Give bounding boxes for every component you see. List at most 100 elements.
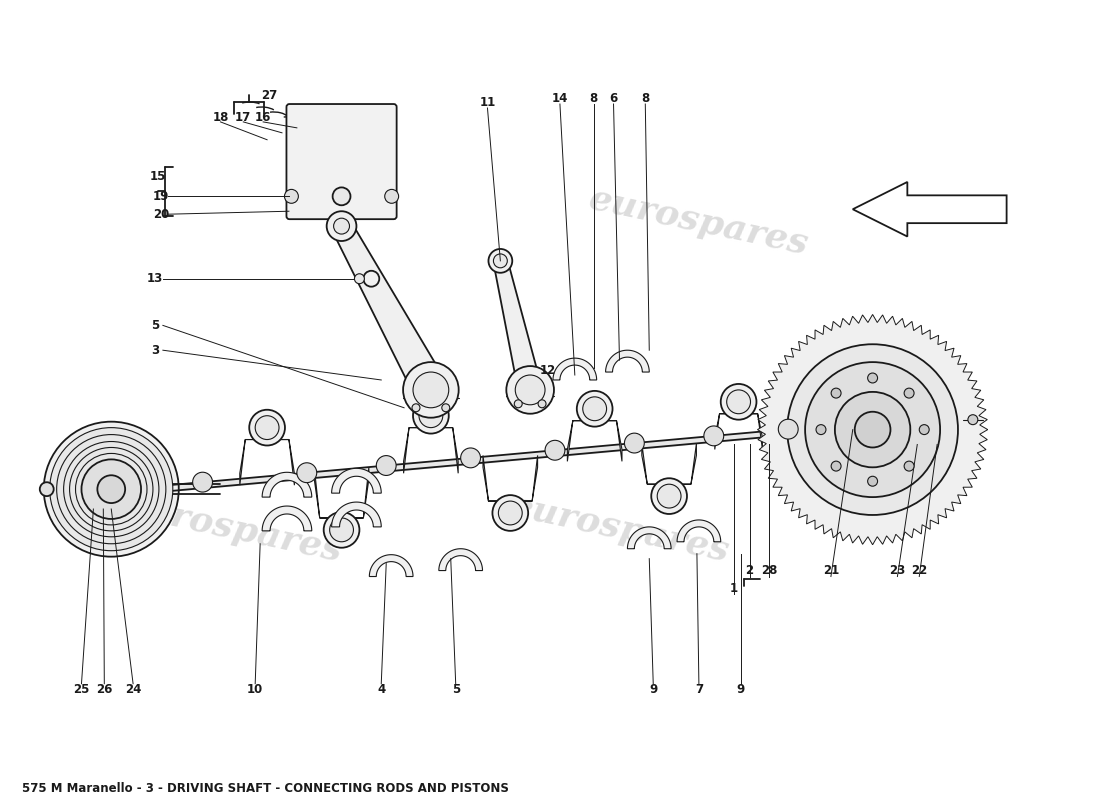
Circle shape — [493, 495, 528, 531]
Circle shape — [412, 398, 449, 434]
Circle shape — [250, 410, 285, 446]
Text: eurospares: eurospares — [506, 489, 733, 569]
Polygon shape — [758, 314, 988, 545]
Text: 7: 7 — [695, 683, 703, 696]
Text: 575 M Maranello - 3 - DRIVING SHAFT - CONNECTING RODS AND PISTONS: 575 M Maranello - 3 - DRIVING SHAFT - CO… — [22, 782, 509, 795]
Polygon shape — [641, 443, 696, 484]
Circle shape — [704, 426, 724, 446]
Circle shape — [192, 472, 212, 492]
Text: 8: 8 — [590, 91, 597, 105]
Circle shape — [855, 412, 891, 447]
Polygon shape — [678, 520, 721, 542]
Circle shape — [651, 478, 688, 514]
Text: 28: 28 — [761, 564, 778, 577]
Polygon shape — [370, 554, 412, 577]
Circle shape — [515, 375, 544, 405]
Circle shape — [727, 390, 750, 414]
Text: eurospares: eurospares — [120, 489, 345, 569]
Polygon shape — [331, 468, 382, 493]
Circle shape — [333, 218, 350, 234]
Circle shape — [805, 362, 940, 497]
Circle shape — [354, 274, 364, 284]
Circle shape — [442, 404, 450, 412]
Circle shape — [816, 425, 826, 434]
Polygon shape — [332, 221, 447, 398]
Circle shape — [835, 392, 911, 467]
Circle shape — [538, 400, 546, 408]
Text: 9: 9 — [649, 683, 658, 696]
Circle shape — [904, 461, 914, 471]
Circle shape — [330, 518, 353, 542]
Text: 25: 25 — [74, 683, 90, 696]
Polygon shape — [627, 527, 671, 549]
Circle shape — [255, 416, 279, 439]
Polygon shape — [568, 421, 622, 462]
Polygon shape — [404, 428, 459, 474]
Circle shape — [419, 404, 443, 428]
Text: 4: 4 — [377, 683, 385, 696]
Circle shape — [412, 372, 449, 408]
Polygon shape — [553, 358, 596, 380]
Polygon shape — [315, 467, 368, 518]
Circle shape — [494, 254, 507, 268]
Polygon shape — [262, 506, 311, 531]
Text: 13: 13 — [146, 272, 163, 286]
Circle shape — [44, 422, 179, 557]
Circle shape — [506, 366, 554, 414]
Polygon shape — [715, 414, 762, 450]
Circle shape — [625, 433, 645, 453]
Circle shape — [332, 187, 351, 206]
Polygon shape — [606, 350, 649, 372]
Circle shape — [904, 388, 914, 398]
Text: 8: 8 — [641, 91, 649, 105]
Polygon shape — [262, 472, 311, 497]
Circle shape — [868, 373, 878, 383]
Circle shape — [583, 397, 606, 421]
Circle shape — [69, 447, 153, 531]
Text: 12: 12 — [540, 363, 557, 377]
Polygon shape — [439, 549, 483, 570]
Text: 10: 10 — [248, 683, 263, 696]
Circle shape — [576, 391, 613, 426]
Circle shape — [488, 249, 513, 273]
Circle shape — [832, 461, 842, 471]
Text: 20: 20 — [153, 208, 169, 221]
Circle shape — [98, 475, 125, 503]
Text: 27: 27 — [261, 89, 277, 102]
Circle shape — [403, 362, 459, 418]
FancyBboxPatch shape — [286, 104, 397, 219]
Circle shape — [376, 455, 396, 475]
Circle shape — [779, 419, 799, 439]
Circle shape — [412, 404, 420, 412]
Circle shape — [498, 501, 522, 525]
Circle shape — [544, 440, 565, 460]
Text: 19: 19 — [153, 190, 169, 203]
Text: 9: 9 — [737, 683, 745, 696]
Circle shape — [64, 442, 158, 537]
Circle shape — [920, 425, 929, 434]
Circle shape — [81, 459, 141, 519]
Text: 17: 17 — [235, 111, 252, 125]
Circle shape — [657, 484, 681, 508]
Circle shape — [50, 428, 173, 550]
Text: 6: 6 — [609, 91, 618, 105]
Text: 3: 3 — [151, 344, 160, 357]
Text: 26: 26 — [96, 683, 112, 696]
Circle shape — [285, 190, 298, 203]
Circle shape — [832, 388, 842, 398]
Circle shape — [323, 512, 360, 548]
Circle shape — [788, 344, 958, 515]
Circle shape — [327, 211, 356, 241]
Circle shape — [720, 384, 757, 420]
FancyArrow shape — [852, 182, 1006, 237]
Text: 1: 1 — [729, 582, 738, 595]
Circle shape — [461, 448, 481, 468]
Circle shape — [57, 434, 166, 544]
Polygon shape — [331, 502, 382, 527]
Text: 21: 21 — [823, 564, 839, 577]
Text: 18: 18 — [212, 111, 229, 125]
Circle shape — [385, 190, 398, 203]
Text: 11: 11 — [480, 95, 496, 109]
Polygon shape — [494, 259, 542, 393]
Circle shape — [363, 270, 379, 286]
